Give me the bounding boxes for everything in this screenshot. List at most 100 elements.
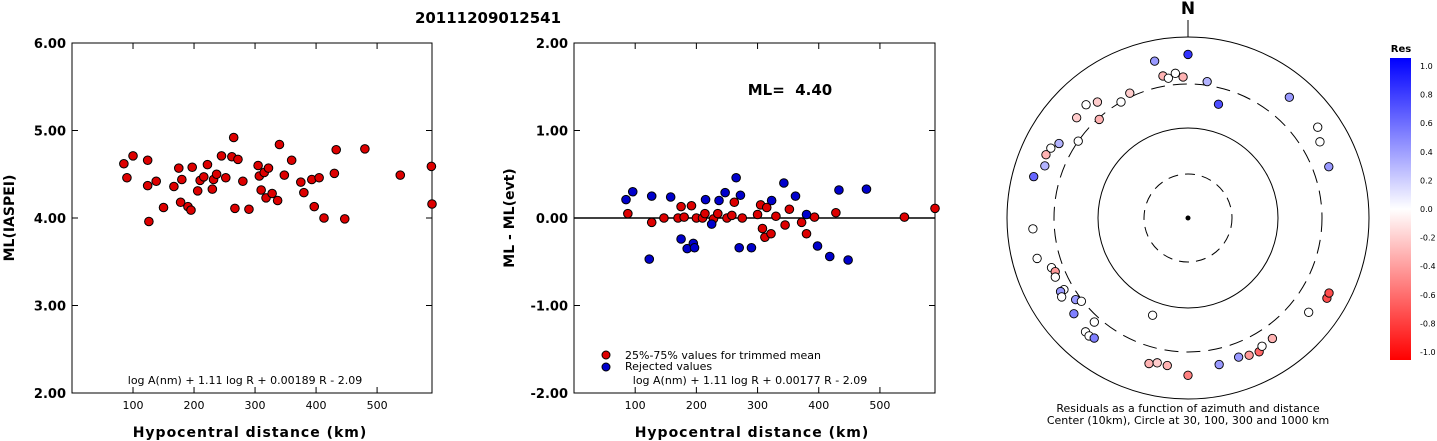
polar-point — [1324, 288, 1334, 298]
polar-point — [1032, 253, 1042, 264]
panel1-point — [233, 154, 243, 165]
panel1-point — [299, 187, 309, 198]
polar-point — [1233, 352, 1244, 362]
polar-point — [1029, 172, 1039, 182]
panel2-point — [766, 195, 777, 206]
panel2-ytick-label: 0.00 — [536, 212, 568, 227]
panel1-point — [267, 188, 277, 199]
polar-point — [1089, 317, 1099, 327]
circle-300km — [1053, 83, 1323, 353]
polar-point — [1072, 113, 1082, 123]
panel2-point — [737, 213, 748, 223]
panel1-point — [272, 195, 283, 206]
colorbar-tick-label: 0.8 — [1420, 91, 1433, 100]
panel1-point — [187, 162, 198, 173]
panel2-formula: log A(nm) + 1.11 log R + 0.00177 R - 2.0… — [633, 374, 867, 387]
polar-point — [1183, 49, 1193, 60]
panel1-point — [173, 163, 184, 173]
north-label: N — [1181, 0, 1195, 19]
polar-point — [1144, 358, 1154, 369]
polar-point — [1244, 350, 1254, 360]
panel2-point — [771, 211, 781, 222]
panel2-point — [712, 208, 723, 219]
panel2-point — [784, 204, 795, 215]
colorbar-tick-label: -0.6 — [1420, 291, 1436, 300]
panel2-point — [757, 223, 768, 234]
panel1-point — [142, 155, 153, 166]
panel1-point — [263, 163, 274, 173]
panel2-point — [720, 187, 730, 198]
panel2-point — [646, 217, 657, 228]
ml-value-label: ML= 4.40 — [748, 81, 833, 99]
panel2-point — [734, 242, 745, 253]
panel2-point — [621, 194, 631, 205]
colorbar-tick-label: -1.0 — [1420, 348, 1436, 357]
panel2-point — [834, 185, 844, 195]
panel1-ytick-label: 5.00 — [34, 125, 66, 140]
panel1-point — [119, 158, 129, 169]
polar-point — [1076, 296, 1087, 306]
panel2-ylabel: ML - ML(evt) — [502, 168, 518, 267]
panel2-ytick-label: -2.00 — [531, 387, 568, 402]
polar-point — [1125, 88, 1135, 98]
polar-point — [1162, 360, 1172, 371]
panel1-xtick-label: 400 — [306, 399, 327, 412]
panel2-point — [659, 213, 669, 223]
colorbar-tick-label: -0.2 — [1420, 234, 1436, 243]
circle-1000km — [1006, 36, 1370, 400]
panel1-point — [220, 172, 231, 183]
panel1-point — [238, 176, 248, 187]
panel2-point — [644, 254, 655, 264]
panel2-point — [623, 208, 633, 219]
panel1-point — [314, 172, 324, 183]
panel1-point — [211, 169, 222, 180]
polar-point — [1050, 272, 1060, 282]
panel1-ylabel: ML(IASPEI) — [2, 175, 18, 262]
panel2-point — [729, 197, 740, 208]
panel2-point — [809, 212, 820, 222]
panel2-point — [843, 255, 853, 265]
polar-point — [1073, 136, 1083, 146]
panel2-xtick-label: 200 — [686, 399, 707, 412]
polar-point — [1304, 307, 1314, 317]
panel1-xtick-label: 500 — [367, 399, 388, 412]
panel2-ytick-label: 1.00 — [536, 125, 568, 140]
polar-point — [1092, 97, 1103, 107]
polar-point — [1094, 114, 1104, 125]
polar-point — [1069, 309, 1079, 319]
polar-point — [1081, 100, 1091, 110]
panel1-point — [279, 170, 290, 180]
panel2-point — [700, 208, 710, 219]
panel2-point — [706, 219, 717, 229]
panel2-point — [801, 228, 812, 239]
panel1-frame — [71, 42, 433, 394]
panel1-point — [331, 144, 342, 155]
panel1-point — [144, 216, 154, 227]
panel1-point — [158, 202, 169, 213]
polar-point — [1147, 310, 1158, 320]
panel2-xtick-label: 300 — [747, 399, 768, 412]
panel2-point — [686, 200, 697, 211]
colorbar-tick-label: 0.4 — [1420, 148, 1433, 157]
panel2-point — [861, 184, 872, 194]
polar-point — [1089, 333, 1099, 343]
polar-point — [1041, 150, 1051, 160]
polar-point — [1284, 92, 1294, 102]
panel1-xtick-label: 200 — [184, 399, 205, 412]
polar-point — [1213, 99, 1224, 109]
panel1-ytick-label: 6.00 — [34, 37, 66, 52]
colorbar — [1390, 58, 1411, 360]
panel2-ytick-label: -1.00 — [531, 300, 568, 315]
panel2-point — [899, 212, 910, 222]
panel1-point — [395, 170, 406, 180]
panel1-point — [426, 161, 437, 172]
panel2-point — [766, 228, 776, 239]
panel1-point — [122, 172, 132, 183]
panel1-point — [244, 204, 254, 215]
panel1-point — [309, 201, 320, 212]
panel1-point — [202, 159, 213, 170]
polar-point — [1313, 122, 1323, 132]
panel2-point — [665, 192, 676, 202]
panel1-point — [128, 151, 138, 161]
